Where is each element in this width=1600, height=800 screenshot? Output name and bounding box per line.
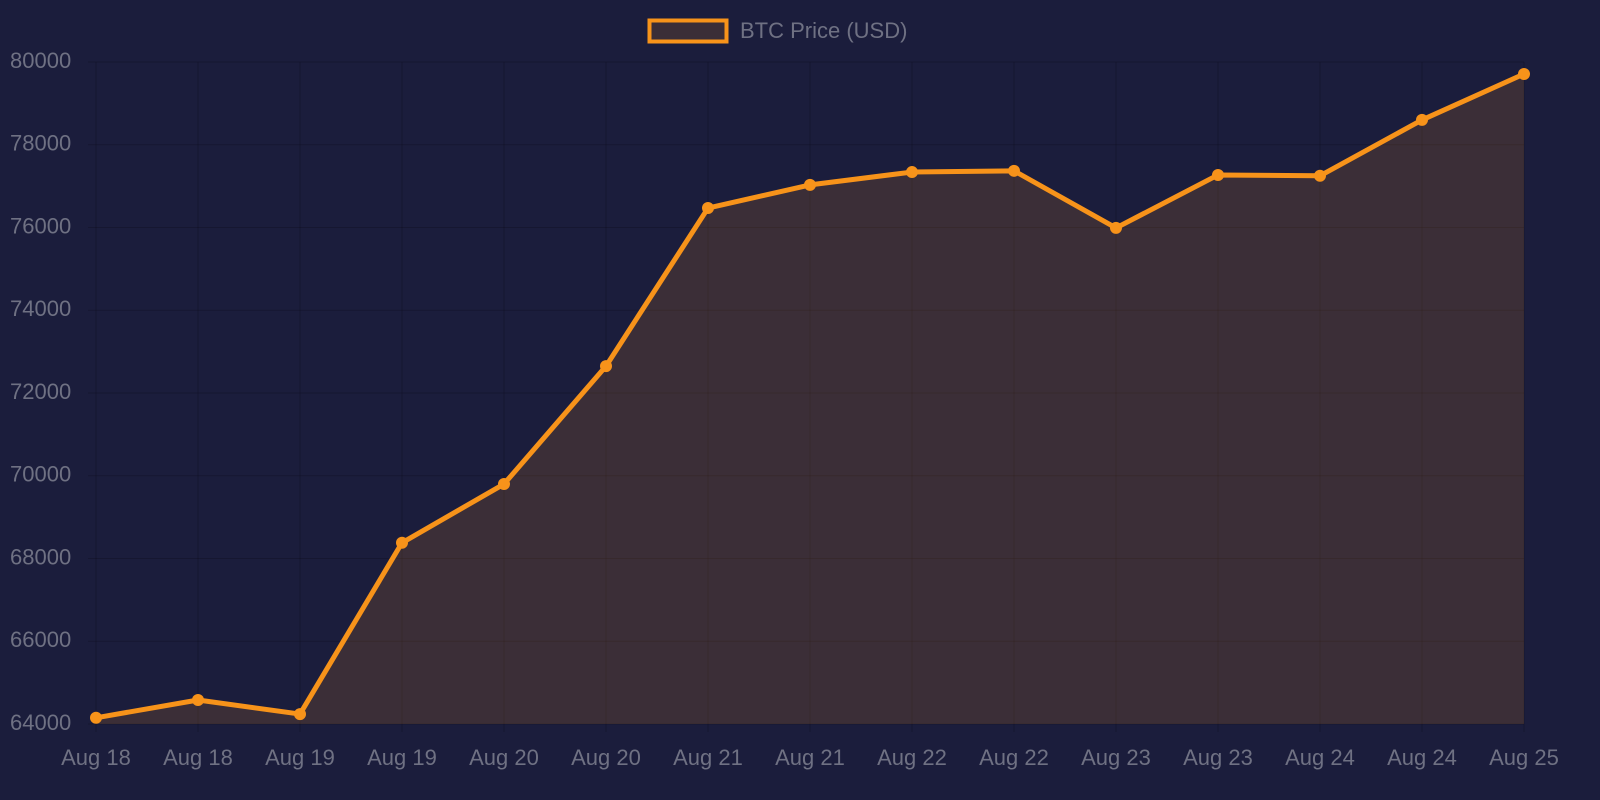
point (1212, 168, 1224, 181)
point (906, 166, 918, 179)
x-tick-label: Aug 18 (61, 745, 131, 770)
x-tick-label: Aug 21 (775, 745, 845, 770)
area (96, 73, 1524, 724)
point (702, 202, 714, 215)
point (1008, 164, 1020, 177)
x-tick-label: Aug 19 (265, 745, 335, 770)
y-tick-label: 70000 (10, 462, 71, 487)
x-tick-label: Aug 18 (163, 745, 233, 770)
y-tick-label: 78000 (10, 131, 71, 156)
x-tick-label: Aug 20 (571, 745, 641, 770)
point (804, 178, 816, 191)
x-tick-label: Aug 24 (1387, 745, 1457, 770)
y-tick-label: 76000 (10, 213, 71, 238)
point (1110, 221, 1122, 234)
point (498, 478, 510, 491)
x-tick-label: Aug 25 (1489, 745, 1559, 770)
y-tick-label: 72000 (10, 379, 71, 404)
x-tick-label: Aug 22 (979, 745, 1049, 770)
x-tick-label: Aug 23 (1183, 745, 1253, 770)
point (600, 360, 612, 373)
y-tick-label: 74000 (10, 296, 71, 321)
y-tick-label: 64000 (10, 710, 71, 735)
point (1314, 169, 1326, 182)
x-tick-label: Aug 24 (1285, 745, 1355, 770)
point (192, 694, 204, 707)
y-tick-label: 66000 (10, 627, 71, 652)
x-tick-label: Aug 22 (877, 745, 947, 770)
point (1518, 67, 1530, 80)
x-tick-label: Aug 20 (469, 745, 539, 770)
point (90, 711, 102, 724)
x-tick-label: Aug 21 (673, 745, 743, 770)
point (396, 536, 408, 549)
legend-swatch (647, 18, 729, 44)
legend-label: BTC Price (USD) (740, 18, 907, 43)
point (294, 708, 306, 721)
y-tick-label: 68000 (10, 544, 71, 569)
x-tick-label: Aug 19 (367, 745, 437, 770)
y-tick-label: 80000 (10, 48, 71, 73)
x-tick-label: Aug 23 (1081, 745, 1151, 770)
point (1416, 113, 1428, 126)
